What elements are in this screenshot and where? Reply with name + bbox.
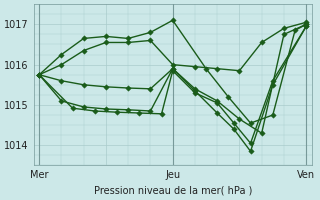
- X-axis label: Pression niveau de la mer( hPa ): Pression niveau de la mer( hPa ): [93, 186, 252, 196]
